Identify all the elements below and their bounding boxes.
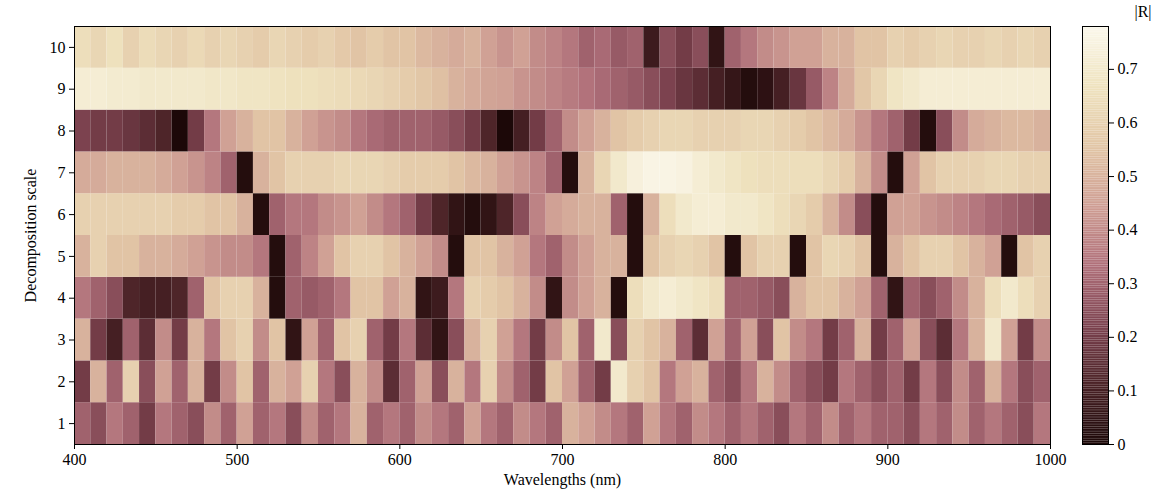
svg-text:5: 5 — [58, 248, 66, 265]
svg-text:2: 2 — [58, 373, 66, 390]
svg-text:0.2: 0.2 — [1118, 328, 1138, 345]
svg-text:Wavelengths (nm): Wavelengths (nm) — [504, 471, 621, 489]
svg-text:|R|: |R| — [1134, 3, 1151, 21]
svg-text:7: 7 — [58, 164, 66, 181]
svg-text:0.1: 0.1 — [1118, 382, 1138, 399]
svg-text:900: 900 — [876, 451, 900, 468]
svg-text:0.3: 0.3 — [1118, 275, 1138, 292]
svg-text:0.5: 0.5 — [1118, 168, 1138, 185]
svg-text:10: 10 — [50, 39, 66, 56]
svg-text:9: 9 — [58, 80, 66, 97]
svg-text:500: 500 — [225, 451, 249, 468]
svg-text:4: 4 — [58, 289, 66, 306]
svg-text:1000: 1000 — [1035, 451, 1067, 468]
svg-text:1: 1 — [58, 415, 66, 432]
svg-text:3: 3 — [58, 331, 66, 348]
svg-text:0: 0 — [1118, 436, 1126, 453]
svg-text:700: 700 — [551, 451, 575, 468]
svg-text:400: 400 — [63, 451, 87, 468]
svg-text:600: 600 — [388, 451, 412, 468]
svg-text:800: 800 — [713, 451, 737, 468]
svg-text:0.4: 0.4 — [1118, 221, 1138, 238]
svg-text:0.7: 0.7 — [1118, 60, 1138, 77]
svg-text:6: 6 — [58, 206, 66, 223]
svg-text:8: 8 — [58, 122, 66, 139]
svg-text:Decomposition scale: Decomposition scale — [22, 169, 40, 303]
svg-text:0.6: 0.6 — [1118, 114, 1138, 131]
